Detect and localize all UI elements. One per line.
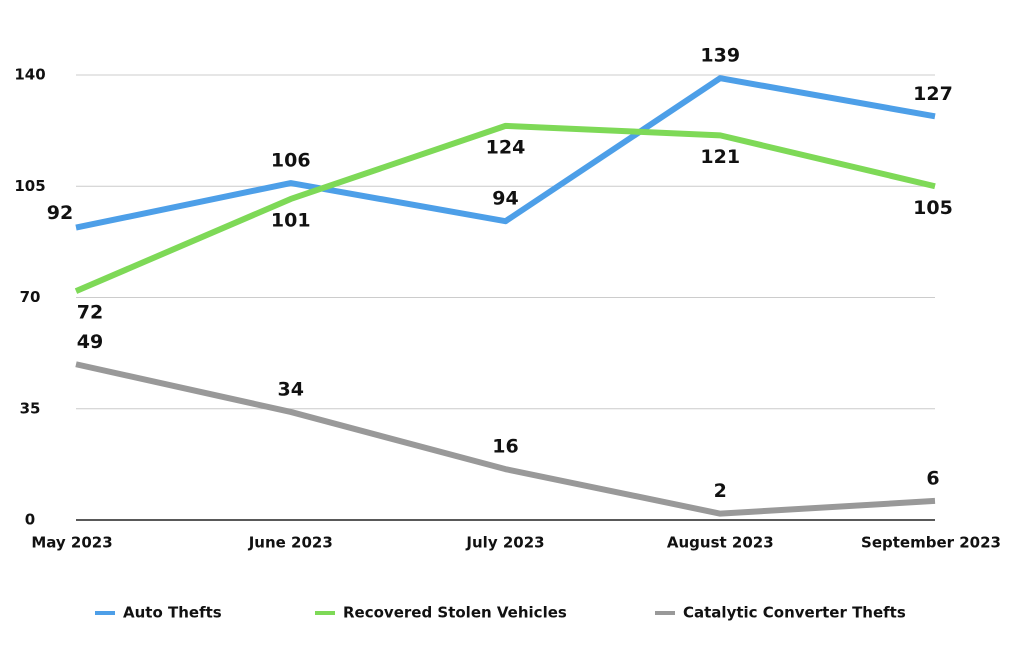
y-tick-label: 105 <box>14 177 45 195</box>
data-label: 139 <box>700 45 740 67</box>
data-label: 106 <box>271 150 311 172</box>
x-tick-label: September 2023 <box>861 534 1001 552</box>
y-tick-label: 140 <box>14 66 45 84</box>
legend-label: Auto Thefts <box>123 604 222 622</box>
data-label: 16 <box>492 436 518 458</box>
y-tick-label: 70 <box>20 288 41 306</box>
x-tick-label: June 2023 <box>248 534 333 552</box>
data-label: 94 <box>492 188 518 210</box>
x-tick-label: August 2023 <box>667 534 774 552</box>
x-tick-label: May 2023 <box>31 534 112 552</box>
data-label: 72 <box>77 302 103 324</box>
data-label: 101 <box>271 209 311 231</box>
series-line <box>74 122 936 294</box>
data-label: 92 <box>47 202 73 224</box>
legend-label: Recovered Stolen Vehicles <box>343 604 567 622</box>
series-line <box>75 75 936 231</box>
data-label: 34 <box>278 378 304 400</box>
data-label: 49 <box>77 331 103 353</box>
data-label: 2 <box>714 480 727 502</box>
y-tick-label: 35 <box>20 399 41 417</box>
series-line <box>75 361 936 517</box>
data-label: 121 <box>700 146 740 168</box>
data-label: 124 <box>486 136 526 158</box>
data-label: 127 <box>913 83 953 105</box>
y-tick-label: 0 <box>25 511 35 529</box>
legend-label: Catalytic Converter Thefts <box>683 604 906 622</box>
data-label: 105 <box>913 197 953 219</box>
x-tick-label: July 2023 <box>465 534 544 552</box>
data-label: 6 <box>926 467 939 489</box>
